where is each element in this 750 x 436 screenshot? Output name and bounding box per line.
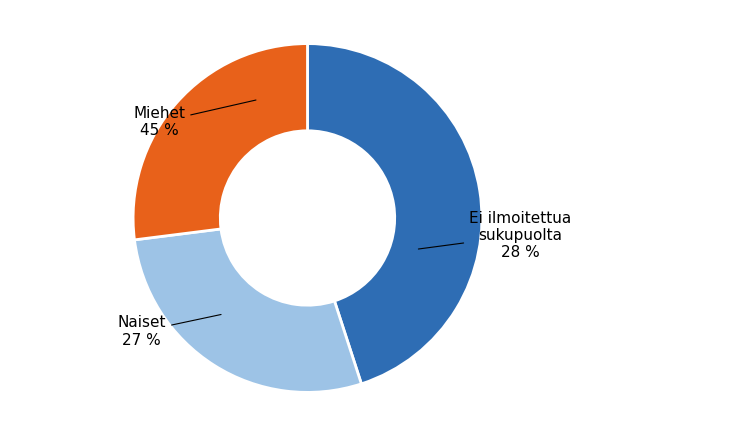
Wedge shape [134, 229, 362, 392]
Text: Naiset
27 %: Naiset 27 % [118, 314, 221, 347]
Wedge shape [133, 44, 308, 240]
Text: Miehet
45 %: Miehet 45 % [134, 100, 256, 138]
Text: Ei ilmoitettua
sukupuolta
28 %: Ei ilmoitettua sukupuolta 28 % [419, 211, 572, 260]
Wedge shape [308, 44, 482, 384]
